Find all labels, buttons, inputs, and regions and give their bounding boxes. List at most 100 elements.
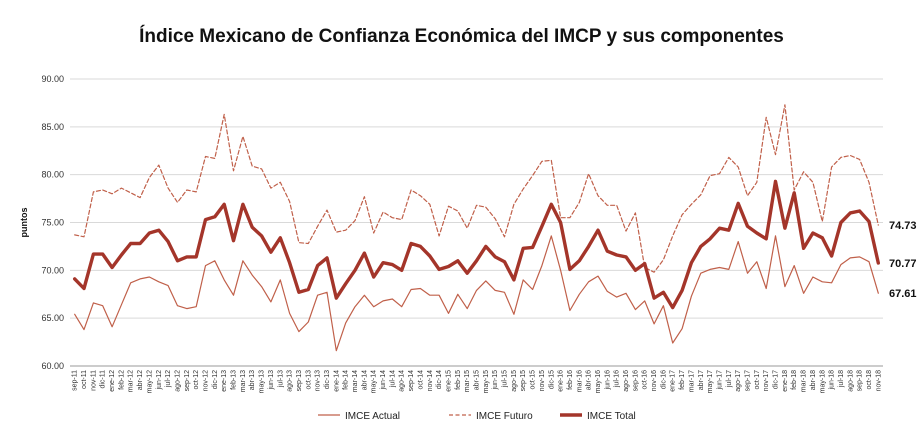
x-tick-label: feb-15 xyxy=(455,370,462,390)
x-tick-label: abr-15 xyxy=(474,370,481,390)
x-tick-label: oct-18 xyxy=(866,370,873,390)
y-axis-ticks: 60.00 65.00 70.00 75.00 80.00 85.00 90.00 xyxy=(41,74,64,371)
y-tick-label: 80.00 xyxy=(41,170,64,180)
x-tick-label: ago-15 xyxy=(511,370,518,392)
x-tick-label: jun-14 xyxy=(380,370,387,391)
x-tick-label: oct-15 xyxy=(530,370,537,390)
x-tick-label: ene-13 xyxy=(221,370,228,392)
x-tick-label: abr-12 xyxy=(137,370,144,390)
x-tick-label: ene-15 xyxy=(445,370,452,392)
x-tick-label: jun-18 xyxy=(829,370,836,391)
end-value-label: 74.73 xyxy=(889,220,917,232)
y-tick-label: 85.00 xyxy=(41,122,64,132)
x-tick-label: dic-12 xyxy=(212,370,219,389)
x-tick-label: feb-13 xyxy=(231,370,238,390)
end-value-label: 70.77 xyxy=(889,258,917,270)
x-tick-label: jun-17 xyxy=(716,370,723,391)
x-tick-label: mar-18 xyxy=(801,370,808,392)
x-tick-label: jul-17 xyxy=(726,370,733,388)
chart-title: Índice Mexicano de Confianza Económica d… xyxy=(139,26,784,47)
x-tick-label: sep-11 xyxy=(72,370,79,391)
x-tick-label: ago-14 xyxy=(399,370,406,392)
x-tick-label: sep-14 xyxy=(408,370,415,392)
x-tick-label: mar-15 xyxy=(464,370,471,392)
x-tick-label: dic-13 xyxy=(324,370,331,389)
x-tick-label: oct-14 xyxy=(417,370,424,390)
x-tick-label: nov-13 xyxy=(315,370,322,392)
x-tick-label: mar-13 xyxy=(240,370,247,392)
x-tick-label: may-15 xyxy=(483,370,490,393)
x-tick-label: may-14 xyxy=(371,370,378,393)
x-tick-label: jul-15 xyxy=(502,370,509,388)
x-tick-label: ago-12 xyxy=(174,370,181,392)
x-tick-label: dic-15 xyxy=(548,370,555,389)
x-tick-label: ene-16 xyxy=(558,370,565,392)
end-value-labels: 74.73 70.77 67.61 xyxy=(889,220,917,300)
x-tick-label: feb-16 xyxy=(567,370,574,390)
x-tick-label: jul-18 xyxy=(838,370,845,388)
series-line-imce-total xyxy=(72,179,880,310)
y-axis-label: puntos xyxy=(19,208,29,238)
x-tick-label: sep-13 xyxy=(296,370,303,392)
x-tick-label: oct-11 xyxy=(81,370,88,389)
x-tick-label: abr-13 xyxy=(249,370,256,390)
x-tick-label: ene-18 xyxy=(782,370,789,392)
x-tick-label: may-13 xyxy=(259,370,266,393)
x-tick-label: abr-18 xyxy=(810,370,817,390)
series-lines xyxy=(72,104,880,352)
x-tick-label: nov-12 xyxy=(203,370,210,392)
x-tick-label: sep-17 xyxy=(745,370,752,392)
legend-label: IMCE Futuro xyxy=(476,411,533,422)
y-tick-label: 75.00 xyxy=(41,218,64,228)
x-tick-label: ago-16 xyxy=(623,370,630,392)
x-tick-label: ene-17 xyxy=(670,370,677,392)
legend-label: IMCE Actual xyxy=(345,411,400,422)
x-tick-label: feb-12 xyxy=(118,370,125,390)
x-tick-label: abr-17 xyxy=(698,370,705,390)
x-tick-label: nov-15 xyxy=(539,370,546,392)
x-tick-label: ene-12 xyxy=(109,370,116,392)
legend-label: IMCE Total xyxy=(587,411,636,422)
x-tick-label: oct-17 xyxy=(754,370,761,390)
x-tick-label: mar-17 xyxy=(688,370,695,392)
x-tick-label: ago-13 xyxy=(287,370,294,392)
x-tick-label: mar-12 xyxy=(128,370,135,392)
x-tick-label: dic-14 xyxy=(436,370,443,389)
x-tick-label: sep-12 xyxy=(184,370,191,392)
x-tick-label: feb-18 xyxy=(791,370,798,390)
x-tick-label: ago-18 xyxy=(847,370,854,392)
x-tick-label: may-16 xyxy=(595,370,602,393)
x-tick-label: sep-18 xyxy=(857,370,864,392)
x-tick-label: abr-14 xyxy=(361,370,368,390)
series-line-imce-futuro xyxy=(74,104,879,273)
x-tick-label: feb-14 xyxy=(343,370,350,390)
grid-lines xyxy=(70,78,883,367)
y-tick-label: 90.00 xyxy=(41,74,64,84)
x-tick-label: nov-14 xyxy=(427,370,434,392)
legend: IMCE Actual IMCE Futuro IMCE Total xyxy=(318,411,636,422)
x-tick-label: dic-11 xyxy=(100,370,107,389)
x-tick-label: abr-16 xyxy=(586,370,593,390)
x-tick-label: dic-16 xyxy=(660,370,667,389)
x-tick-label: mar-16 xyxy=(576,370,583,392)
x-tick-label: sep-16 xyxy=(632,370,639,392)
x-tick-label: nov-18 xyxy=(875,370,882,392)
x-tick-label: jun-15 xyxy=(492,370,499,391)
x-tick-label: may-12 xyxy=(146,370,153,393)
x-tick-label: jul-13 xyxy=(277,370,284,388)
x-tick-label: oct-12 xyxy=(193,370,200,390)
x-tick-label: dic-17 xyxy=(773,370,780,389)
x-tick-label: ago-17 xyxy=(735,370,742,392)
x-tick-label: nov-16 xyxy=(651,370,658,392)
y-tick-label: 65.00 xyxy=(41,313,64,323)
x-tick-label: jun-16 xyxy=(604,370,611,391)
y-tick-label: 70.00 xyxy=(41,265,64,275)
x-tick-label: nov-17 xyxy=(763,370,770,392)
x-axis-ticks: sep-11 oct-11 nov-11 dic-11 ene-12 feb-12 mar-… xyxy=(72,370,883,393)
x-tick-label: feb-17 xyxy=(679,370,686,390)
x-tick-label: oct-16 xyxy=(642,370,649,390)
x-tick-label: sep-15 xyxy=(520,370,527,392)
x-tick-label: ene-14 xyxy=(333,370,340,392)
